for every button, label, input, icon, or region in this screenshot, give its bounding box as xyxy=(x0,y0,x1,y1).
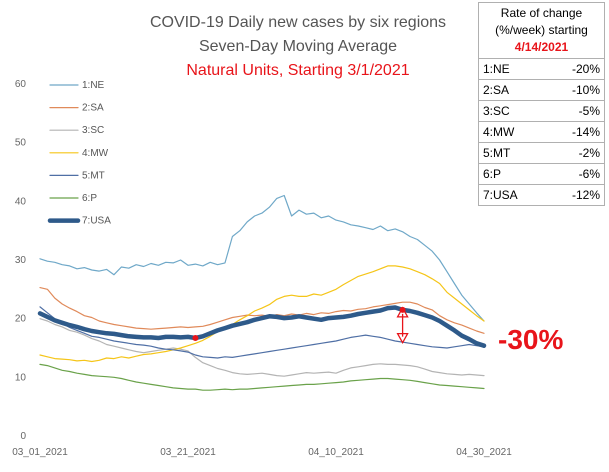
rate-table-row: 3:SC -5% xyxy=(477,100,605,122)
series-marker xyxy=(192,335,199,342)
change-arrow-head-down xyxy=(396,333,409,344)
chart-title: COVID-19 Daily new cases by six regions xyxy=(150,14,446,31)
rate-table-row: 2:SA -10% xyxy=(477,79,605,101)
x-tick-label: 04_30_2021 xyxy=(456,447,512,458)
rate-table-region: 2:SA xyxy=(477,79,547,101)
legend-label: 4:MW xyxy=(82,148,109,159)
chart-title-line-2: Seven-Day Moving Average xyxy=(199,38,397,55)
rate-table-region: 4:MW xyxy=(477,121,547,143)
rate-table-header-line-2: (%/week) starting xyxy=(495,23,588,37)
rate-table-value: -2% xyxy=(546,142,605,164)
rate-table-row: 6:P -6% xyxy=(477,163,605,185)
rate-table-value: -10% xyxy=(546,79,605,101)
rate-table-value: -6% xyxy=(546,163,605,185)
x-axis: 03_01_2021 03_21_2021 04_10_2021 04_30_2021 xyxy=(12,447,512,458)
x-tick-label: 03_21_2021 xyxy=(160,447,216,458)
rate-table-value: -20% xyxy=(546,58,605,80)
chart-subtitle: Natural Units, Starting 3/1/2021 xyxy=(186,62,409,79)
rate-table-body: 1:NE -20% 2:SA -10% 3:SC -5% 4:MW -14% 5:MT -2% 6:… xyxy=(477,58,605,206)
series-line-6p xyxy=(39,363,485,391)
series-line-2sa xyxy=(39,287,485,334)
x-tick-label: 04_10_2021 xyxy=(308,447,364,458)
rate-table-value: -5% xyxy=(546,100,605,122)
rate-table-region: 1:NE xyxy=(477,58,547,80)
legend: 1:NE 2:SA 3:SC 4:MW 5:MT 6:P 7:USA xyxy=(47,80,111,227)
series-line-4mw xyxy=(39,265,485,363)
y-axis: 0 10 20 30 40 50 60 xyxy=(15,79,27,442)
legend-label: 2:SA xyxy=(82,103,104,114)
legend-label: 7:USA xyxy=(82,216,111,227)
y-tick-label: 0 xyxy=(20,431,26,442)
x-tick-label: 03_01_2021 xyxy=(12,447,68,458)
y-tick-label: 10 xyxy=(15,372,27,383)
rate-table-row: 1:NE -20% xyxy=(477,58,605,80)
rate-table-value: -12% xyxy=(546,184,605,206)
rate-table-region: 3:SC xyxy=(477,100,547,122)
rate-table-start-date: 4/14/2021 xyxy=(514,40,569,54)
rate-table-row: 7:USA -12% xyxy=(477,184,605,206)
change-callout: -30% xyxy=(498,324,563,355)
rate-table-row: 5:MT -2% xyxy=(477,142,605,164)
y-tick-label: 30 xyxy=(15,255,27,266)
legend-label: 1:NE xyxy=(82,80,105,91)
y-tick-label: 50 xyxy=(15,138,27,149)
legend-label: 6:P xyxy=(82,193,97,204)
rate-table-value: -14% xyxy=(546,121,605,143)
rate-table-region: 6:P xyxy=(477,163,547,185)
change-arrow-head-up xyxy=(396,306,409,318)
legend-label: 5:MT xyxy=(82,170,105,181)
rate-table-region: 5:MT xyxy=(477,142,547,164)
series-line-1ne xyxy=(39,194,485,322)
rate-table-header-line-1: Rate of change xyxy=(500,6,583,20)
rate-table-region: 7:USA xyxy=(477,184,547,206)
series-layer xyxy=(37,194,487,391)
rate-table-header-row: Rate of change (%/week) starting 4/14/20… xyxy=(478,2,605,59)
y-tick-label: 40 xyxy=(15,196,27,207)
rate-table-header: Rate of change (%/week) starting 4/14/20… xyxy=(478,2,605,59)
series-line-3sc xyxy=(39,318,485,377)
legend-label: 3:SC xyxy=(82,125,104,136)
marker-layer xyxy=(192,306,409,344)
series-line-7usa xyxy=(37,305,487,348)
rate-table-row: 4:MW -14% xyxy=(477,121,605,143)
y-tick-label: 20 xyxy=(15,314,27,325)
y-tick-label: 60 xyxy=(15,79,27,90)
rate-of-change-table: Rate of change (%/week) starting 4/14/20… xyxy=(477,2,605,206)
series-line-5mt xyxy=(39,306,485,359)
